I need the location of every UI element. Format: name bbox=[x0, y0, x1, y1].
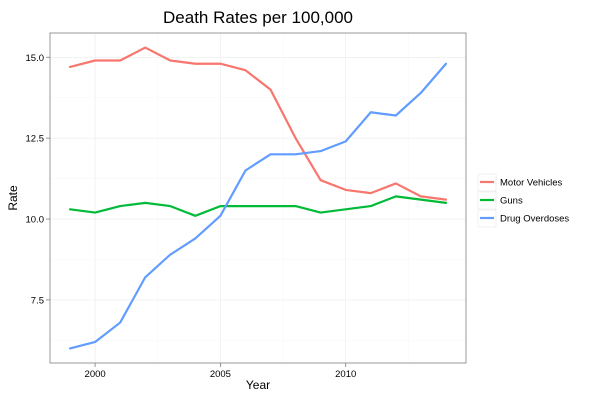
plot-panel-border bbox=[49, 32, 467, 364]
y-tick-label: 12.5 bbox=[26, 134, 45, 145]
y-tick-label: 15.0 bbox=[26, 53, 45, 64]
x-axis-label: Year bbox=[246, 378, 270, 392]
legend-label-drug-overdoses: Drug Overdoses bbox=[500, 214, 569, 225]
x-axis-ticks: 2000 2005 2010 bbox=[85, 363, 356, 380]
series-lines bbox=[68, 46, 448, 350]
series-line-motor-vehicles bbox=[68, 46, 448, 201]
x-tick-label: 2010 bbox=[335, 369, 356, 380]
y-axis-label: Rate bbox=[6, 185, 20, 211]
series-line-guns bbox=[68, 195, 448, 217]
legend-label-guns: Guns bbox=[500, 196, 523, 207]
legend-label-motor-vehicles: Motor Vehicles bbox=[500, 178, 563, 189]
x-tick-label: 2005 bbox=[210, 369, 231, 380]
x-tick-label: 2000 bbox=[85, 369, 106, 380]
series-line-drug-overdoses bbox=[68, 62, 448, 350]
chart-title: Death Rates per 100,000 bbox=[163, 8, 353, 27]
y-tick-label: 7.5 bbox=[31, 295, 44, 306]
y-axis-ticks: 7.5 10.0 12.5 15.0 bbox=[26, 53, 50, 306]
grid bbox=[50, 33, 466, 363]
legend: Motor Vehicles Guns Drug Overdoses bbox=[477, 169, 580, 228]
y-tick-label: 10.0 bbox=[26, 215, 45, 226]
